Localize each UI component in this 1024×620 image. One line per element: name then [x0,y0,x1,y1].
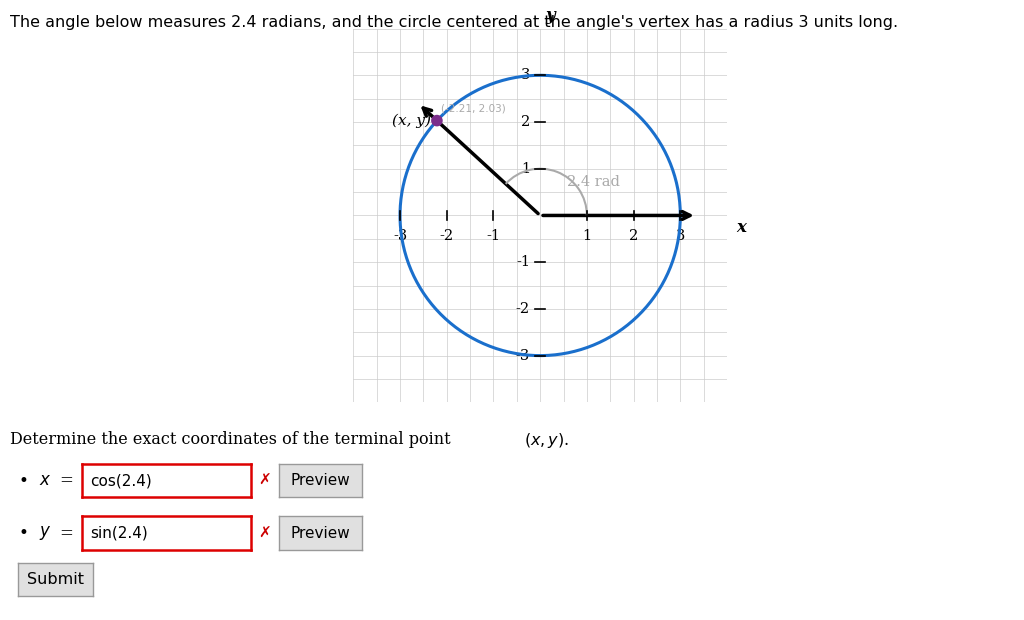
Text: Determine the exact coordinates of the terminal point: Determine the exact coordinates of the t… [10,431,456,448]
Text: -2: -2 [516,302,529,316]
Text: sin(2.4): sin(2.4) [90,526,148,541]
Text: y: y [546,7,555,24]
Text: -3: -3 [516,348,529,363]
Text: -2: -2 [439,229,454,242]
Text: (x, y): (x, y) [392,113,431,128]
Text: 2: 2 [520,115,529,129]
Text: Preview: Preview [291,473,350,488]
Text: •: • [18,524,29,542]
Text: -1: -1 [516,255,529,269]
Text: =: = [59,472,74,489]
Text: Submit: Submit [28,572,84,587]
Text: cos(2.4): cos(2.4) [90,473,153,488]
Text: x: x [736,219,746,236]
Point [429,116,445,126]
Text: 1: 1 [521,162,529,175]
Text: (-2.21, 2.03): (-2.21, 2.03) [440,104,506,113]
Text: $y$: $y$ [39,524,51,542]
Text: -3: -3 [393,229,408,242]
Text: 2: 2 [629,229,638,242]
Text: 3: 3 [520,68,529,82]
Text: =: = [59,525,74,542]
Text: 2.4 rad: 2.4 rad [567,175,621,189]
Text: -1: -1 [486,229,501,242]
Text: ✗: ✗ [258,526,270,541]
Text: $(x, y)$.: $(x, y)$. [524,431,569,450]
Text: The angle below measures 2.4 radians, and the circle centered at the angle's ver: The angle below measures 2.4 radians, an… [10,16,898,30]
Text: 1: 1 [583,229,592,242]
Text: Preview: Preview [291,526,350,541]
Text: $x$: $x$ [39,472,51,489]
Text: •: • [18,471,29,490]
Text: ✗: ✗ [258,473,270,488]
Text: 3: 3 [676,229,685,242]
